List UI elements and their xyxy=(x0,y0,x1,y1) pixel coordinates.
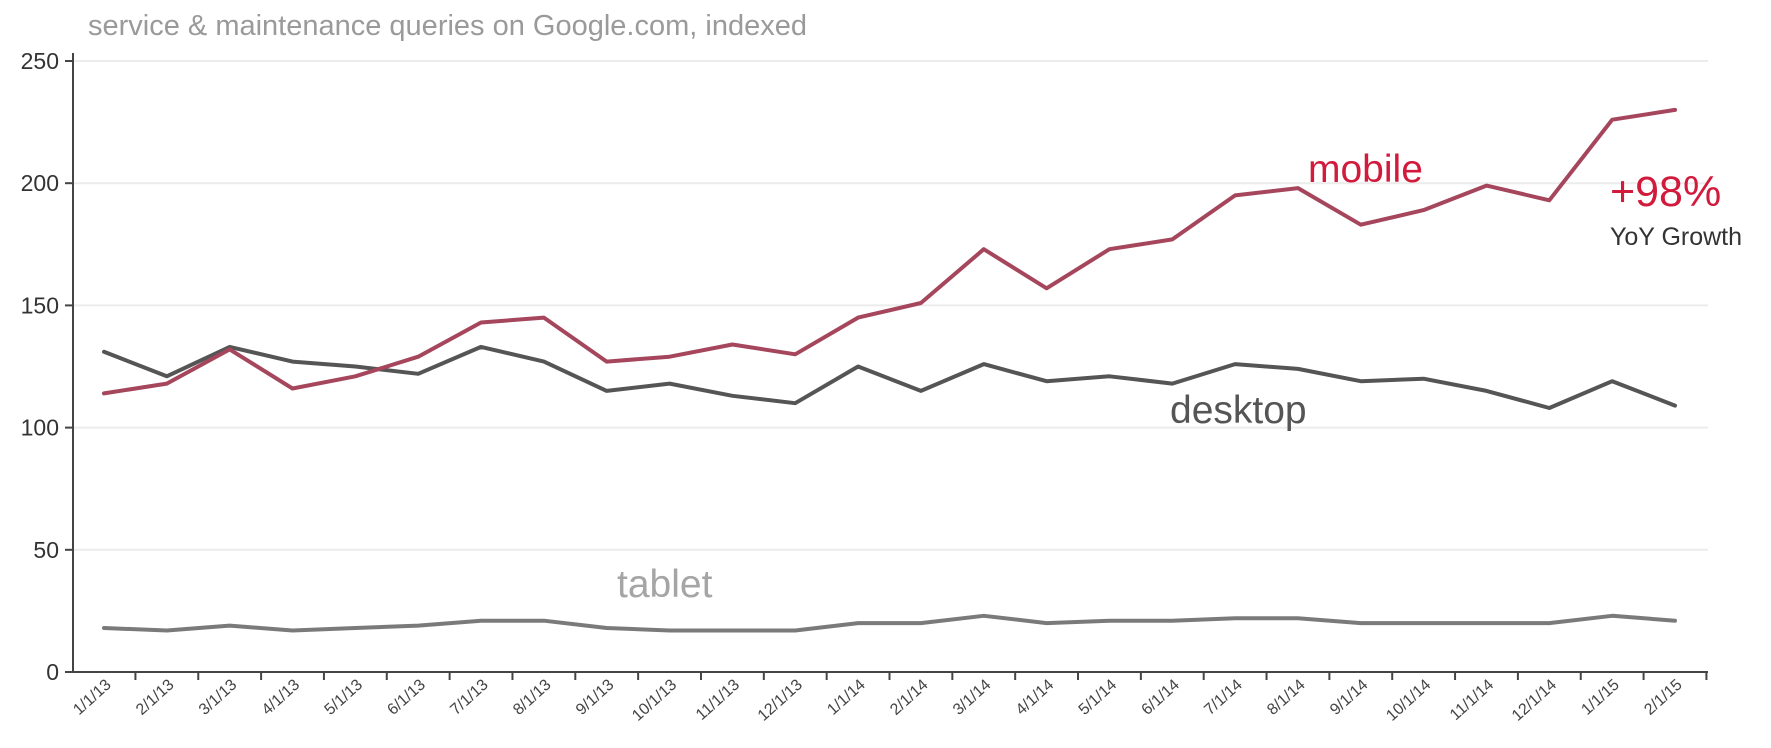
x-tick-label: 9/1/14 xyxy=(1327,676,1372,718)
series-line-desktop xyxy=(102,344,1677,410)
x-tick-label: 4/1/14 xyxy=(1013,676,1058,718)
x-tick-label: 12/1/13 xyxy=(755,676,806,724)
x-tick-label: 1/1/13 xyxy=(70,676,115,718)
y-tick-label: 0 xyxy=(46,659,59,685)
series-label-desktop: desktop xyxy=(1170,389,1307,432)
x-tick-label: 2/1/13 xyxy=(133,676,178,718)
x-tick-label: 5/1/14 xyxy=(1076,676,1121,718)
gridlines xyxy=(73,60,1708,551)
x-tick-label: 7/1/14 xyxy=(1201,676,1246,718)
x-axis-ticks: 1/1/13 2/1/13 3/1/13 4/1/13 5/1/13 6/1/13 7/1/… xyxy=(70,672,1708,725)
x-tick-label: 6/1/14 xyxy=(1139,676,1184,718)
series-label-mobile: mobile xyxy=(1308,148,1423,191)
x-tick-label: 2/1/14 xyxy=(887,676,932,718)
chart-title: service & maintenance queries on Google.… xyxy=(88,10,807,42)
y-tick-label: 100 xyxy=(21,415,59,441)
series-line-tablet xyxy=(102,613,1677,633)
x-tick-label: 11/1/13 xyxy=(693,676,743,724)
x-tick-label: 4/1/13 xyxy=(259,676,304,718)
x-tick-label: 12/1/14 xyxy=(1509,676,1560,724)
y-axis-ticks: 0 50 100 150 200 250 xyxy=(21,48,73,685)
growth-caption: YoY Growth xyxy=(1610,223,1742,251)
y-tick-label: 250 xyxy=(21,48,59,74)
x-tick-label: 8/1/14 xyxy=(1264,676,1309,718)
y-tick-label: 50 xyxy=(33,537,59,563)
x-tick-label: 1/1/15 xyxy=(1578,676,1623,718)
x-tick-label: 7/1/13 xyxy=(447,676,492,718)
x-tick-label: 6/1/13 xyxy=(384,676,429,718)
x-tick-label: 11/1/14 xyxy=(1447,676,1497,724)
x-tick-label: 5/1/13 xyxy=(322,676,367,718)
series-line-mobile xyxy=(102,107,1677,396)
x-tick-label: 10/1/14 xyxy=(1383,676,1434,724)
x-tick-label: 3/1/14 xyxy=(950,676,995,718)
series-label-tablet: tablet xyxy=(617,563,713,606)
x-tick-label: 9/1/13 xyxy=(573,676,618,718)
x-tick-label: 10/1/13 xyxy=(629,676,680,724)
y-tick-label: 150 xyxy=(21,292,59,318)
x-tick-label: 8/1/13 xyxy=(510,676,555,718)
x-tick-label: 1/1/14 xyxy=(824,676,869,718)
x-tick-label: 2/1/15 xyxy=(1641,676,1686,718)
series-lines xyxy=(102,107,1677,633)
growth-value: +98% xyxy=(1610,168,1721,216)
y-tick-label: 200 xyxy=(21,170,59,196)
x-tick-label: 3/1/13 xyxy=(196,676,241,718)
